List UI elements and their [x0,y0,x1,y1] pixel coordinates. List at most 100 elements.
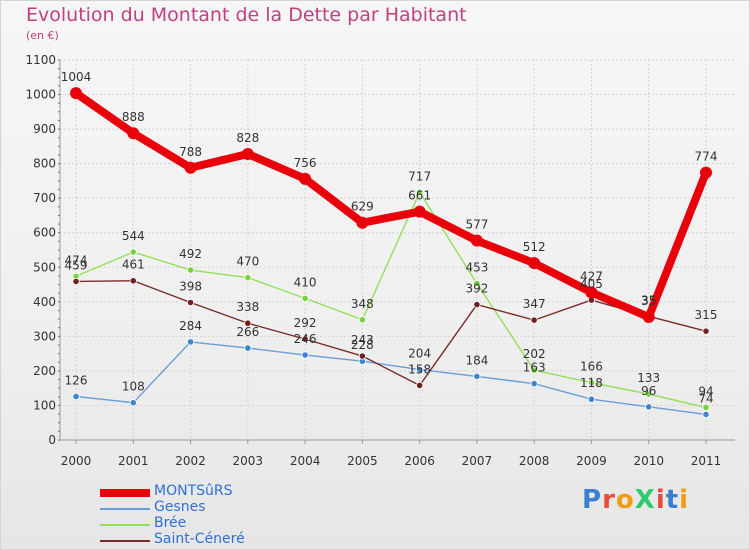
legend-item-bree: Brée [100,515,340,532]
y-tick-label: 600 [33,226,56,240]
data-label: 126 [65,373,88,387]
data-point [702,327,710,335]
data-point [473,300,481,309]
data-label: 166 [580,360,603,374]
data-label: 544 [122,229,145,243]
data-point [186,298,195,307]
data-point [416,381,424,390]
data-point [585,286,598,299]
data-label: 266 [236,325,259,339]
data-point [530,366,538,374]
logo-letter: i [655,485,666,515]
data-point [530,316,538,324]
data-label: 470 [236,255,259,269]
data-point [702,403,710,412]
data-label: 246 [294,332,317,346]
data-label: 118 [580,376,603,390]
data-label: 35 [641,293,656,307]
data-point [587,379,596,387]
data-point [186,266,195,274]
data-point [587,395,596,403]
data-label: 788 [179,145,202,159]
data-label: 1004 [61,70,92,84]
data-point [413,205,426,218]
data-point [416,365,424,374]
series-line [75,280,707,387]
data-point [129,277,137,285]
data-label: 204 [408,347,431,361]
data-label: 284 [179,319,202,333]
data-point [72,392,80,401]
data-point [700,166,712,179]
series-line [75,341,707,416]
legend-swatch [100,524,150,526]
data-label: 461 [122,258,145,272]
legend-swatch [100,508,150,510]
legend-swatch [100,489,150,497]
data-point [645,403,653,411]
legend-label: Brée [154,515,187,531]
data-point [129,399,137,407]
data-label: 392 [465,282,488,296]
data-point [645,390,653,398]
data-point [642,311,655,324]
legend-label: Gesnes [154,499,206,515]
legend: MONTSûRS Gesnes Brée Saint-Céneré [100,483,340,548]
data-point [473,372,481,381]
y-tick-label: 900 [33,122,56,136]
data-label: 348 [351,297,374,311]
data-point [241,147,254,160]
data-label: 347 [523,297,546,311]
data-point [244,344,252,352]
x-tick-label: 2001 [118,454,149,468]
x-tick-label: 2008 [519,454,550,468]
data-label: 158 [408,362,431,376]
data-point [358,352,366,360]
x-tick-label: 2005 [347,454,378,468]
chart-title: Evolution du Montant de la Dette par Hab… [26,4,467,26]
x-tick-label: 2010 [633,454,664,468]
data-label: 202 [523,347,546,361]
data-label: 774 [695,150,718,164]
legend-label: MONTSûRS [154,483,233,499]
data-point [72,277,80,286]
data-point [530,380,538,388]
data-point [702,410,710,419]
logo-letter: P [582,485,603,515]
y-tick-label: 1100 [25,53,56,67]
logo-letter: X [634,485,656,515]
data-label: 96 [641,384,656,398]
series-line [75,191,707,409]
data-point [184,161,197,174]
series-line [72,89,710,322]
x-tick-label: 2007 [462,454,493,468]
data-point [244,319,252,327]
y-tick-label: 100 [33,398,56,412]
data-label: 338 [236,300,259,314]
data-label: 661 [408,189,431,203]
logo-letter: r [602,485,616,515]
data-point [301,351,309,359]
data-label: 512 [523,240,546,254]
data-label: 133 [637,371,660,385]
data-label: 292 [294,316,317,330]
y-tick-label: 300 [33,329,56,343]
x-tick-label: 2002 [175,454,206,468]
y-tick-label: 700 [33,191,56,205]
data-label: 717 [408,169,431,183]
data-point [70,87,82,100]
data-label: 398 [179,280,202,294]
data-point [416,188,424,196]
x-tick-label: 2003 [233,454,264,468]
data-label: 35 [641,294,656,308]
data-label: 492 [179,247,202,261]
data-label: 756 [294,156,317,170]
data-label: 453 [465,261,488,275]
data-point [244,274,252,282]
data-label: 108 [122,380,145,394]
data-point [301,294,309,302]
chart-subtitle: (en €) [26,29,59,42]
x-tick-label: 2004 [290,454,321,468]
logo-letter: o [615,485,635,515]
logo-letter: t [665,485,680,515]
